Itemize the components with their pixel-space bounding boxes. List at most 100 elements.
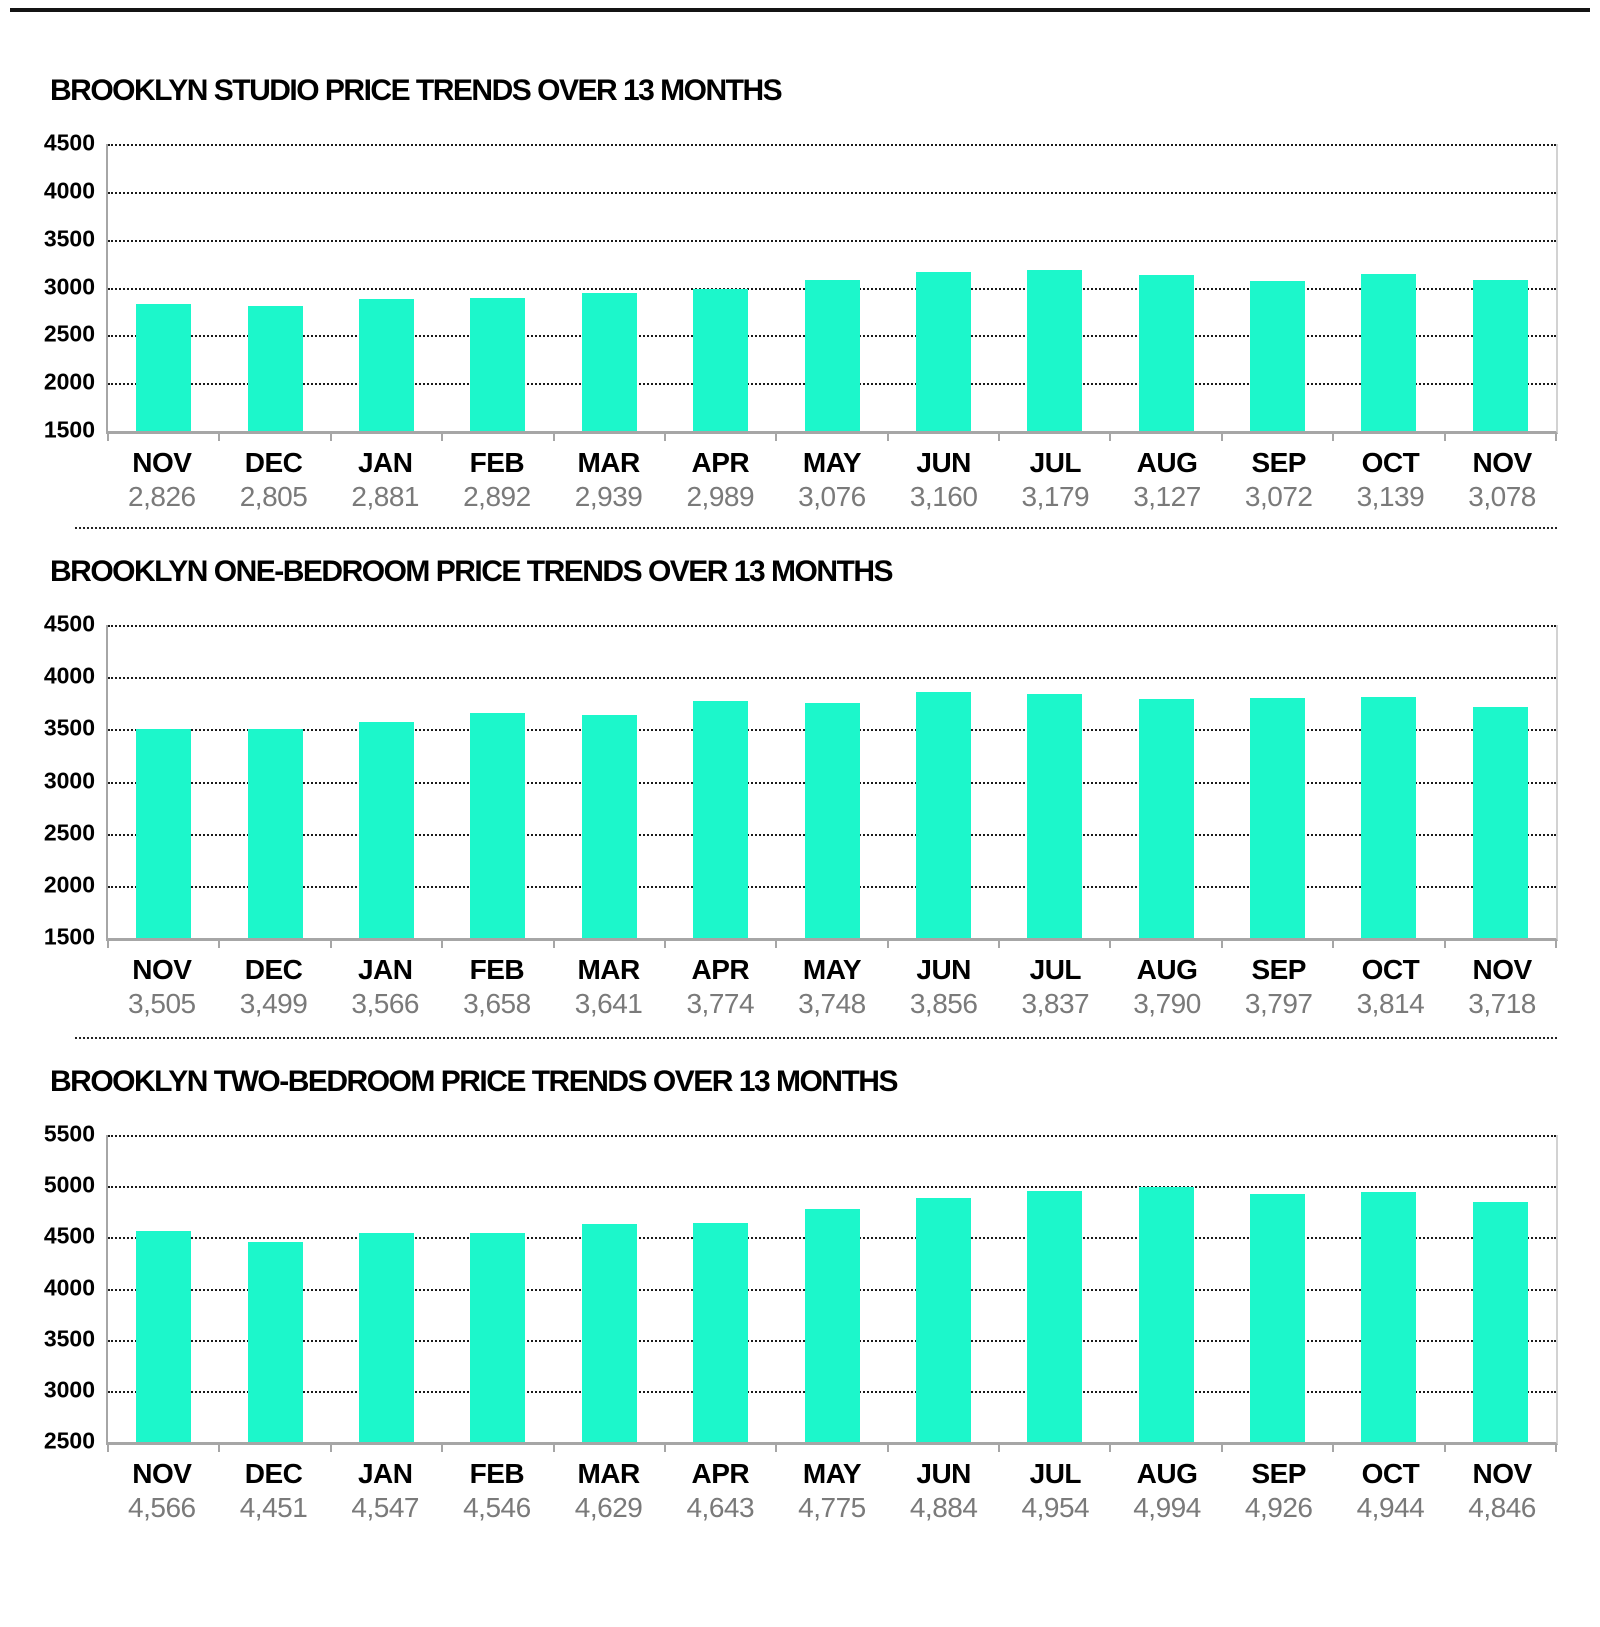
gridline [108, 1186, 1556, 1189]
x-axis-label: NOV 3,718 [1446, 953, 1558, 1021]
x-axis-label: NOV 3,505 [106, 953, 218, 1021]
bar-column [331, 144, 442, 431]
bar-column [1333, 625, 1444, 938]
bar-column [442, 625, 553, 938]
x-axis-value-label: 3,658 [463, 988, 531, 1019]
y-axis-tick-label: 4500 [43, 610, 95, 637]
bar [1250, 280, 1306, 431]
x-axis-label: AUG 3,790 [1111, 953, 1223, 1021]
axis-tick [552, 434, 555, 441]
two-bedroom-chart-section: BROOKLYN TWO-BEDROOM PRICE TRENDS OVER 1… [0, 1065, 1600, 1525]
x-axis-month-label: JUN [916, 447, 971, 478]
axis-tick [775, 1445, 778, 1452]
x-axis-value-label: 3,641 [574, 988, 643, 1019]
bar [1250, 1193, 1306, 1442]
x-axis-labels: NOV 4,566 DEC 4,451 JAN 4,547 FEB 4,546 MAR 4,629… [106, 1457, 1558, 1525]
axis-tick [663, 941, 666, 948]
axis-tick [775, 434, 778, 441]
bar-column [888, 625, 999, 938]
axis-tick [107, 941, 109, 948]
axis-tick [998, 434, 1001, 441]
axis-tick [552, 1445, 555, 1452]
x-axis-month-label: APR [691, 954, 750, 985]
x-axis-label: NOV 4,566 [106, 1457, 218, 1525]
bar [247, 1242, 303, 1442]
bar [804, 703, 860, 938]
x-axis-label: JUL 4,954 [1000, 1457, 1112, 1525]
x-axis-month-label: APR [691, 447, 750, 478]
x-axis-month-label: JUL [1029, 447, 1082, 478]
x-axis-value-label: 4,846 [1468, 1492, 1536, 1523]
bar [1361, 696, 1417, 938]
plot-wrap: 4500 4000 3500 3000 2500 2000 1500 [0, 131, 1600, 441]
y-axis-tick-label: 4500 [43, 129, 95, 156]
y-axis-tick-label: 3500 [43, 714, 95, 741]
x-axis-month-label: SEP [1251, 1458, 1306, 1489]
y-axis-tick-label: 2500 [43, 1427, 95, 1454]
one-bedroom-chart-section: BROOKLYN ONE-BEDROOM PRICE TRENDS OVER 1… [0, 555, 1600, 1021]
x-axis-label: SEP 3,072 [1223, 446, 1335, 514]
x-axis-value-label: 4,775 [798, 1492, 866, 1523]
bar-column [1445, 1135, 1556, 1442]
axis-tick [1555, 1445, 1557, 1452]
x-axis-value-label: 3,072 [1244, 481, 1313, 512]
x-axis-month-label: MAY [802, 447, 862, 478]
x-axis-label: OCT 3,139 [1335, 446, 1447, 514]
axis-tick [329, 941, 332, 948]
x-axis-value-label: 4,643 [686, 1492, 755, 1523]
x-axis-label: JAN 3,566 [329, 953, 441, 1021]
x-axis-month-label: DEC [244, 1458, 303, 1489]
axis-tick [441, 941, 444, 948]
axis-tick [663, 434, 666, 441]
x-axis-month-label: DEC [244, 447, 303, 478]
gridline [108, 625, 1556, 627]
x-axis-label: JUL 3,179 [1000, 446, 1112, 514]
bar-column [554, 144, 665, 431]
bar-column [108, 144, 219, 431]
bar [693, 288, 749, 431]
x-axis-month-label: MAY [802, 1458, 862, 1489]
x-axis-value-label: 4,884 [909, 1492, 978, 1523]
y-axis-tick-label: 3500 [43, 1325, 95, 1352]
bar [1472, 706, 1528, 938]
x-axis-labels: NOV 3,505 DEC 3,499 JAN 3,566 FEB 3,658 MAR 3,641… [106, 953, 1558, 1021]
x-axis-month-label: JUL [1029, 954, 1082, 985]
x-axis-value-label: 3,774 [686, 988, 755, 1019]
bar [581, 714, 637, 938]
x-axis-label: APR 3,774 [664, 953, 776, 1021]
bars-layer [108, 1135, 1556, 1442]
x-axis-value-label: 2,892 [463, 481, 531, 512]
x-axis-label: APR 4,643 [664, 1457, 776, 1525]
x-axis-value-label: 3,748 [798, 988, 866, 1019]
y-axis-tick-label: 2000 [43, 871, 95, 898]
bar [247, 306, 303, 431]
x-axis-month-label: MAR [577, 1458, 640, 1489]
y-axis-tick-label: 1500 [43, 923, 95, 950]
y-axis-tick-label: 4500 [43, 1222, 95, 1249]
x-axis-month-label: JUL [1029, 1458, 1082, 1489]
axis-tick [663, 1445, 666, 1452]
gridline [108, 144, 1556, 146]
x-axis-label: SEP 3,797 [1223, 953, 1335, 1021]
x-axis-value-label: 3,856 [909, 988, 978, 1019]
bar-column [1111, 625, 1222, 938]
axis-tick [1555, 941, 1557, 948]
x-axis-value-label: 2,826 [128, 481, 196, 512]
bar-column [442, 144, 553, 431]
x-axis-label: DEC 2,805 [218, 446, 330, 514]
bar-column [108, 625, 219, 938]
x-axis-month-label: OCT [1361, 954, 1420, 985]
bar [470, 1232, 526, 1442]
axis-tick [1109, 434, 1112, 441]
x-axis-label: MAY 3,748 [776, 953, 888, 1021]
axis-tick [1443, 434, 1446, 441]
bar [1361, 1191, 1417, 1442]
bar [470, 297, 526, 431]
x-axis-label: JUN 3,160 [888, 446, 1000, 514]
bar [693, 700, 749, 938]
y-axis-tick-label: 3000 [43, 1376, 95, 1403]
section-divider [75, 527, 1557, 529]
bar [1027, 694, 1083, 938]
y-axis-tick-label: 2000 [43, 368, 95, 395]
axis-tick [775, 941, 778, 948]
